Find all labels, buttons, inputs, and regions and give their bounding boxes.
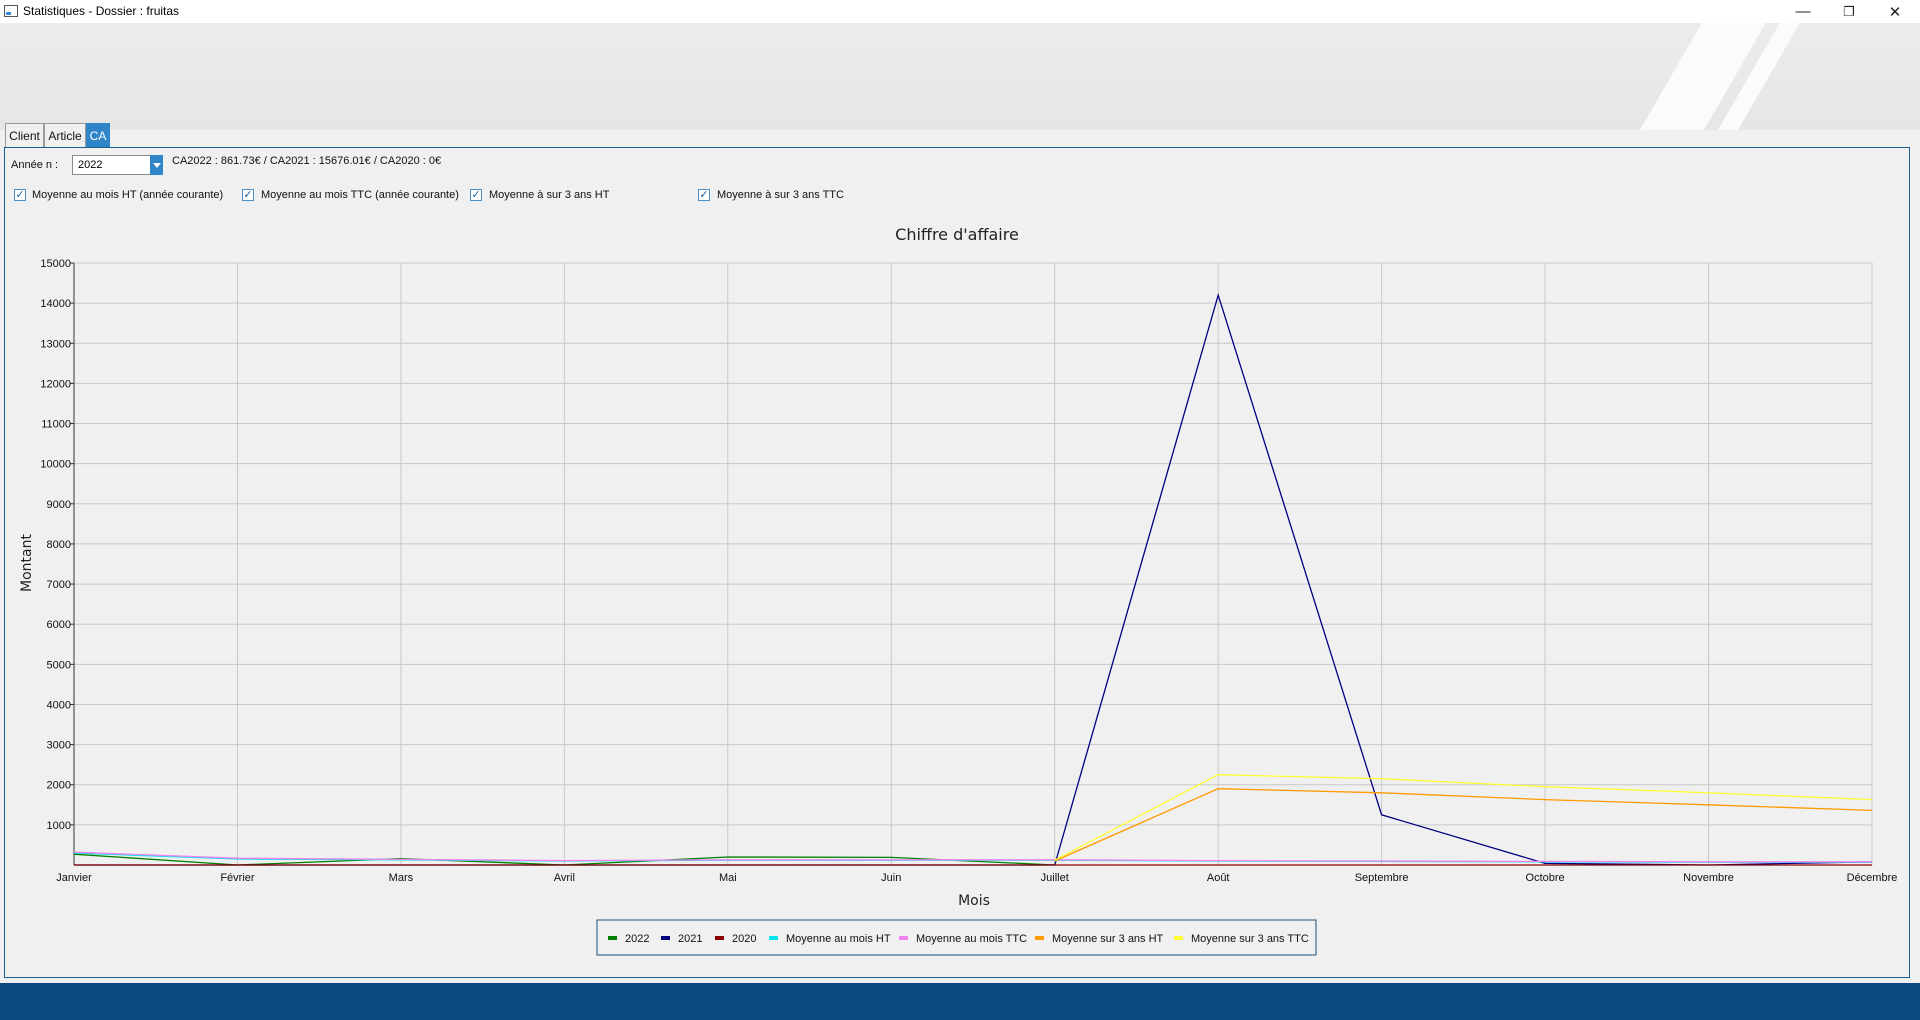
y-tick-label: 1000	[47, 820, 71, 832]
legend-marker	[899, 936, 908, 940]
minimize-button[interactable]: —	[1795, 3, 1811, 20]
bottom-bar	[0, 983, 1920, 1020]
y-tick-label: 3000	[47, 740, 71, 752]
header-banner	[0, 23, 1920, 130]
checkbox-label: Moyenne à sur 3 ans HT	[489, 189, 610, 201]
x-tick-label: Octobre	[1526, 872, 1565, 884]
y-tick-label: 10000	[40, 459, 71, 471]
checkbox-moyenne-3ans-ht[interactable]: ✓	[470, 189, 482, 201]
year-select[interactable]: 2022	[72, 155, 162, 175]
series-line-moyenne-sur-3-ans-ht	[1054, 788, 1873, 862]
y-tick-label: 9000	[47, 499, 71, 511]
y-tick-label: 4000	[47, 699, 71, 711]
legend-label: 2022	[625, 933, 649, 945]
y-tick-label: 5000	[47, 659, 71, 671]
checkbox-moyenne-mois-ttc[interactable]: ✓	[242, 189, 254, 201]
x-tick-label: Juin	[881, 872, 901, 884]
x-tick-label: Août	[1207, 872, 1230, 884]
x-tick-label: Décembre	[1847, 872, 1898, 884]
ca-summary: CA2022 : 861.73€ / CA2021 : 15676.01€ / …	[172, 155, 442, 167]
revenue-chart: Chiffre d'affaire 1000 2000 3000 4000 5000 60…	[19, 225, 1898, 956]
tab-ca[interactable]: CA	[86, 123, 110, 147]
x-tick-label: Septembre	[1355, 872, 1409, 884]
year-select-value: 2022	[78, 159, 103, 171]
y-tick-label: 11000	[41, 419, 71, 431]
y-tick-label: 15000	[40, 258, 71, 270]
series-line-moyenne-au-mois-ttc	[73, 851, 1872, 863]
legend-label: Moyenne au mois HT	[786, 933, 891, 945]
chevron-down-icon[interactable]	[150, 155, 163, 175]
x-tick-label: Avril	[554, 872, 575, 884]
checkbox-label: Moyenne au mois HT (année courante)	[32, 189, 224, 201]
checkbox-label: Moyenne à sur 3 ans TTC	[717, 189, 844, 201]
x-axis-label: Mois	[958, 893, 990, 909]
y-tick-label: 14000	[40, 298, 71, 310]
legend-marker	[1035, 936, 1044, 940]
x-tick-label: Mai	[719, 872, 737, 884]
y-tick-label: 6000	[47, 619, 71, 631]
y-axis-label: Montant	[19, 534, 35, 592]
restore-button[interactable]: ❐	[1843, 3, 1855, 19]
legend-label: Moyenne au mois TTC	[916, 933, 1027, 945]
checkbox-moyenne-mois-ht[interactable]: ✓	[14, 189, 26, 201]
title-bar: Statistiques - Dossier : fruitas — ❐ ✕	[0, 0, 1920, 23]
legend-marker	[715, 936, 724, 940]
chart-legend	[596, 919, 1317, 956]
tab-article[interactable]: Article	[44, 123, 86, 147]
y-tick-label: 13000	[40, 338, 71, 350]
close-button[interactable]: ✕	[1888, 3, 1902, 21]
window-title: Statistiques - Dossier : fruitas	[23, 4, 180, 18]
legend-marker	[1174, 936, 1183, 940]
x-tick-label: Mars	[389, 872, 414, 884]
x-tick-label: Janvier	[56, 872, 92, 884]
x-tick-label: Novembre	[1683, 872, 1734, 884]
app-icon	[4, 5, 18, 17]
y-tick-label: 12000	[40, 378, 71, 390]
legend-label: 2020	[732, 933, 756, 945]
legend-label: Moyenne sur 3 ans HT	[1052, 933, 1164, 945]
plot-area	[73, 262, 1873, 866]
series-line-moyenne-sur-3-ans-ttc	[1054, 774, 1873, 861]
y-tick-label: 2000	[47, 780, 71, 792]
legend-label: Moyenne sur 3 ans TTC	[1191, 933, 1309, 945]
checkbox-label: Moyenne au mois TTC (année courante)	[261, 189, 459, 201]
legend-marker	[661, 936, 670, 940]
checkbox-moyenne-3ans-ttc[interactable]: ✓	[698, 189, 710, 201]
year-label: Année n :	[11, 159, 59, 171]
tab-client[interactable]: Client	[5, 123, 44, 147]
legend-marker	[608, 936, 617, 940]
x-tick-label: Juillet	[1041, 872, 1069, 884]
y-tick-label: 8000	[47, 539, 71, 551]
chart-title: Chiffre d'affaire	[895, 225, 1019, 244]
legend-marker	[769, 936, 778, 940]
x-tick-label: Février	[220, 872, 255, 884]
legend-label: 2021	[678, 933, 702, 945]
y-tick-label: 7000	[47, 579, 71, 591]
